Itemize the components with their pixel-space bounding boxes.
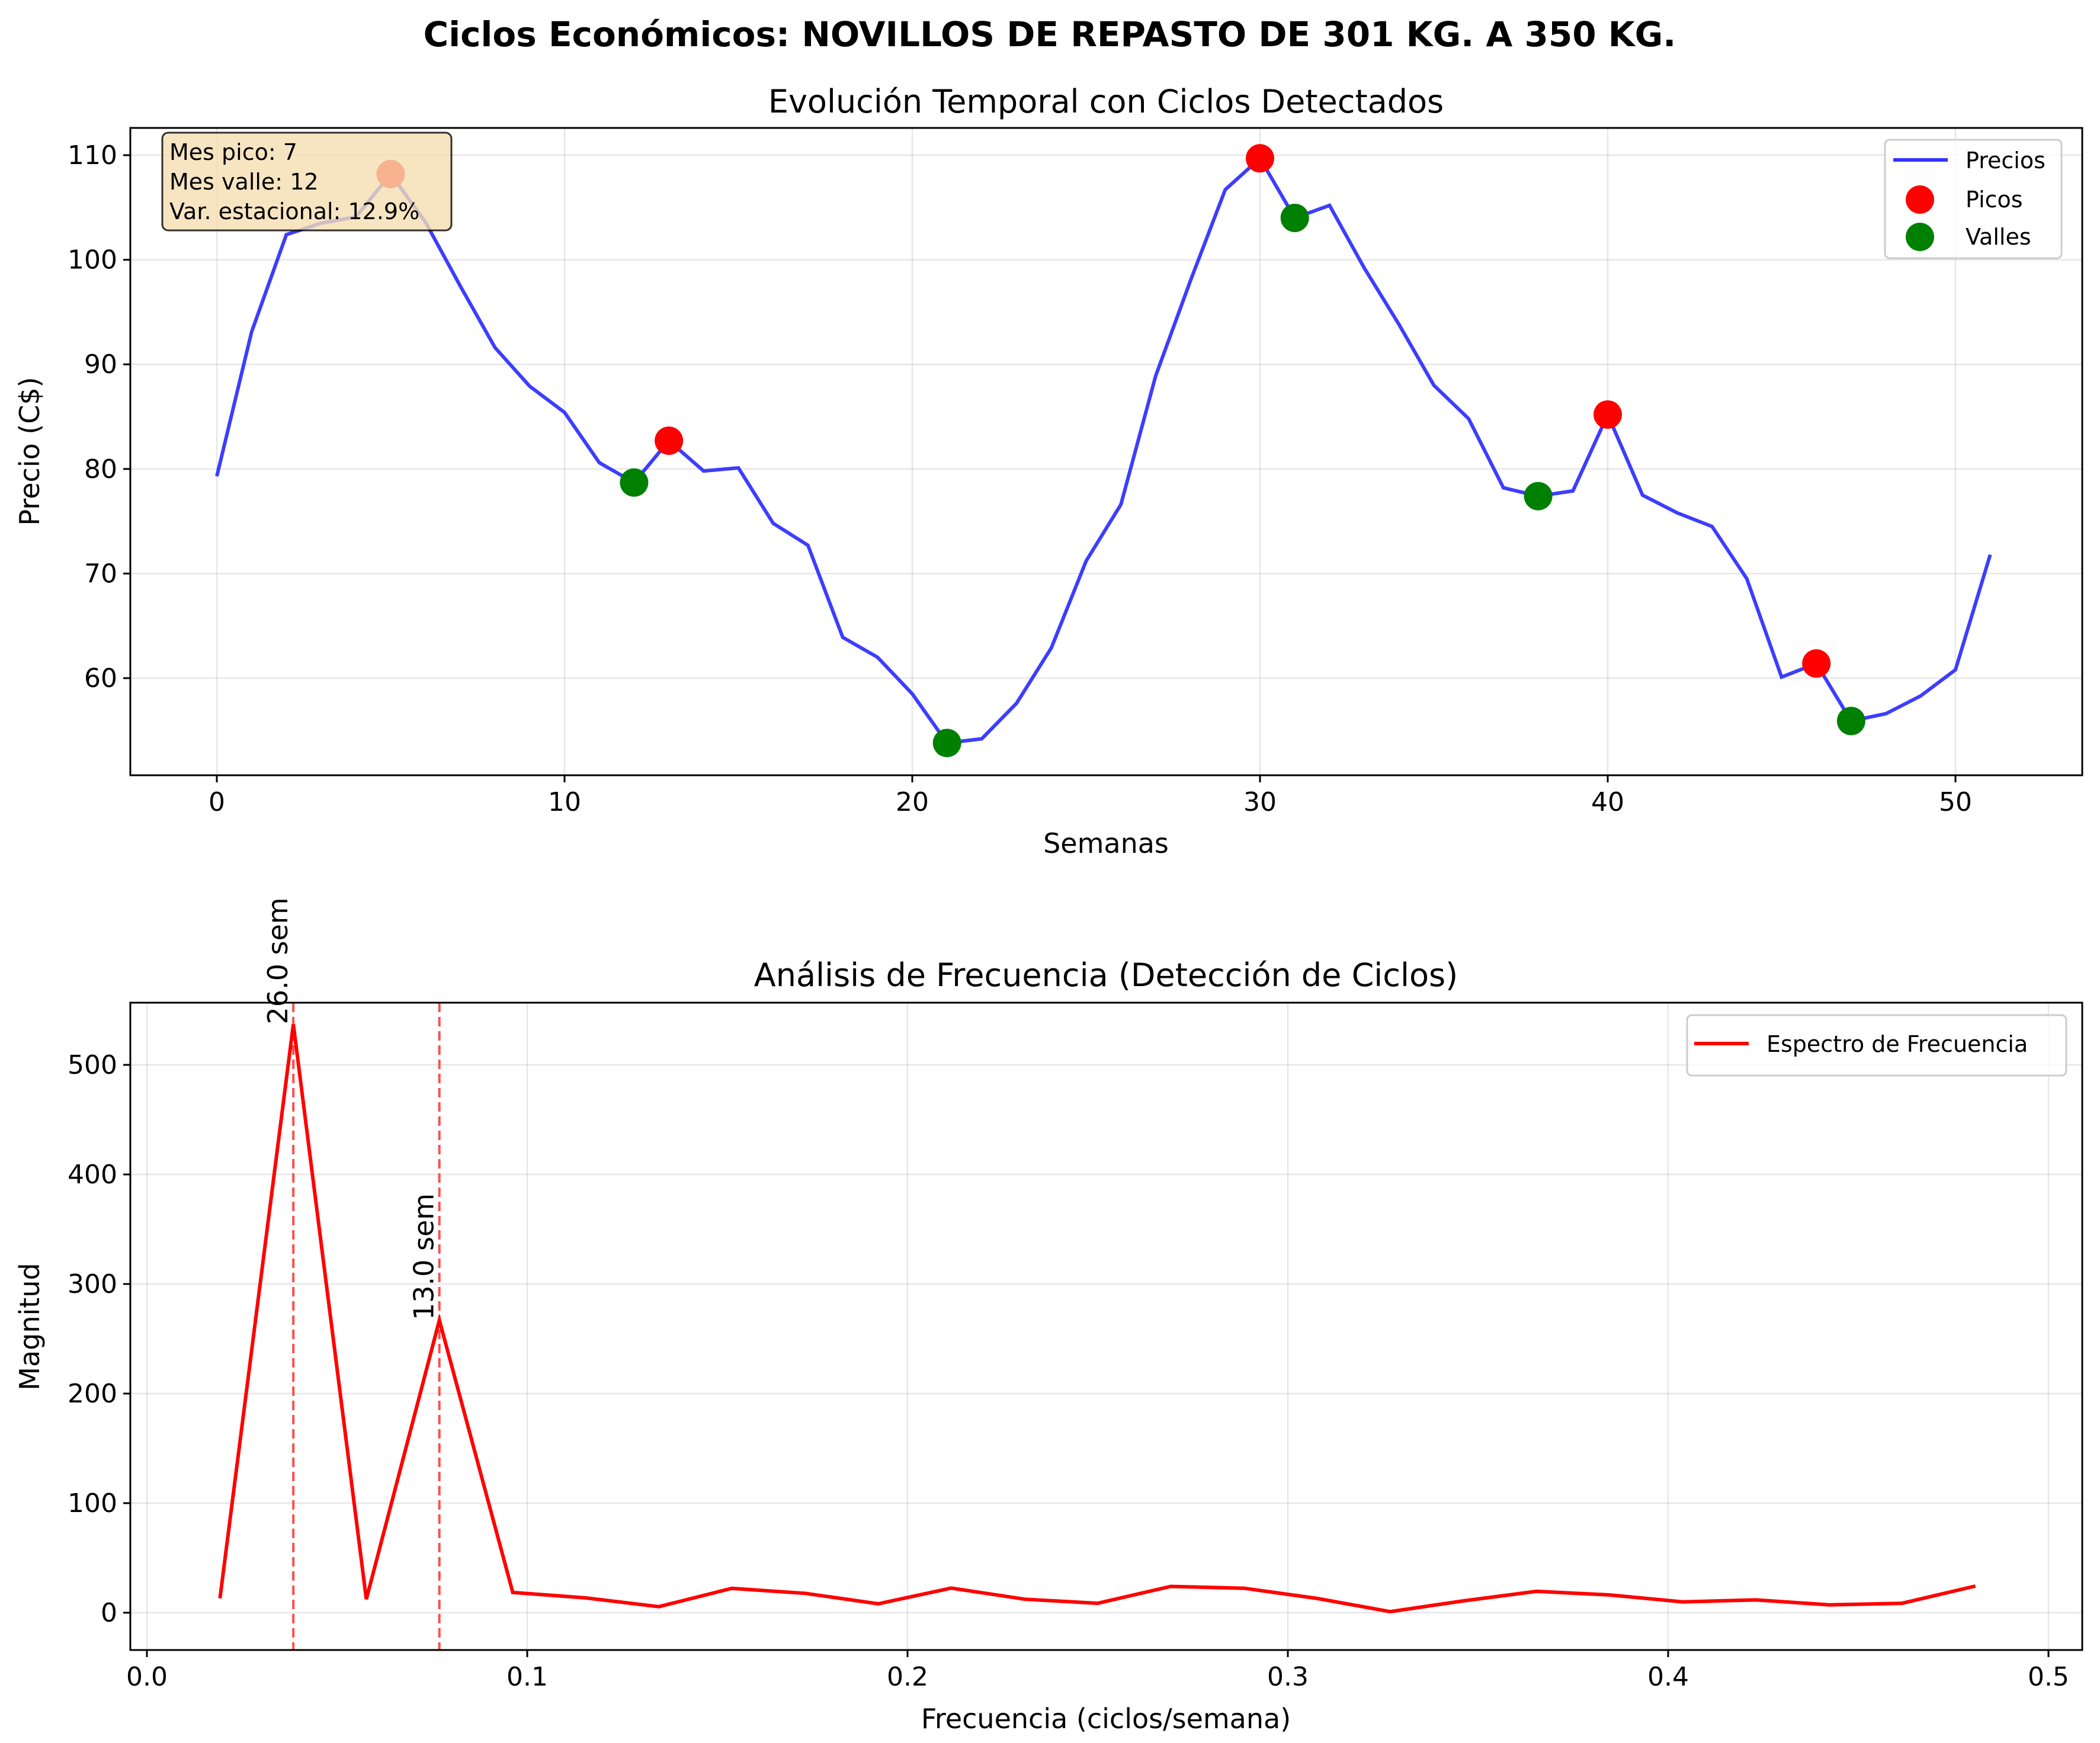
top-axis-ticks: 0 10 20 30 40 50 60 70 80 90 100 110 [68,140,1972,817]
x-tick-label: 50 [1939,787,1972,817]
y-tick-label: 500 [68,1050,117,1080]
legend-precios-label: Precios [1966,147,2046,174]
figure-suptitle: Ciclos Económicos: NOVILLOS DE REPASTO D… [424,14,1676,54]
bottom-legend: Espectro de Frecuencia [1686,1014,2067,1077]
frequency-analysis-chart: Análisis de Frecuencia (Detección de Cic… [14,897,2083,1735]
bottom-axes-frame [129,1001,2083,1651]
y-tick-label: 80 [84,454,117,484]
x-tick-label: 10 [548,787,581,817]
valley-marker [620,468,649,497]
top-chart-title: Evolución Temporal con Ciclos Detectados [768,83,1444,120]
seasonal-info-box: Mes pico: 7 Mes valle: 12 Var. estaciona… [161,131,453,232]
y-tick-label: 0 [101,1598,117,1628]
info-valley-month: Mes valle: 12 [169,169,319,195]
peak-marker [1246,144,1274,173]
valley-markers [620,203,1865,757]
top-ylabel: Precio (C$) [14,377,46,525]
bottom-axis-ticks: 0.0 0.1 0.2 0.3 0.4 0.5 0 100 200 300 400 500 [68,1050,2069,1692]
x-tick-label: 40 [1591,787,1624,817]
y-tick-label: 400 [68,1160,117,1190]
price-evolution-chart: Evolución Temporal con Ciclos Detectados… [14,83,2083,859]
legend-valles-swatch [1906,223,1934,251]
y-tick-label: 300 [68,1269,117,1299]
valley-marker [1280,203,1309,232]
peak-markers [376,144,1831,678]
cycle-marker-label: 13.0 sem [408,1193,440,1320]
y-tick-label: 60 [84,663,117,694]
bottom-grid [130,1003,2082,1650]
valley-marker [1524,482,1553,511]
info-seasonal-variation: Var. estacional: 12.9% [169,198,419,224]
y-tick-label: 100 [68,245,117,275]
x-tick-label: 0.0 [126,1662,168,1692]
spectrum-line [218,1024,1976,1614]
legend-picos-swatch [1906,185,1934,214]
x-tick-label: 0.3 [1267,1662,1309,1692]
bottom-ylabel: Magnitud [14,1263,46,1390]
legend-picos-label: Picos [1966,187,2023,213]
top-legend: Precios Picos Valles [1884,139,2063,259]
valley-marker [1836,707,1865,736]
top-axes-frame [129,127,2083,776]
price-line [215,155,1992,745]
peak-marker [1802,649,1831,678]
valley-marker [932,728,961,757]
x-tick-label: 0.2 [887,1662,928,1692]
cycle-markers: 26.0 sem 13.0 sem [262,897,441,1650]
cycle-marker-label: 26.0 sem [262,897,294,1024]
legend-valles-label: Valles [1966,224,2031,250]
peak-marker [1594,400,1622,429]
x-tick-label: 30 [1243,787,1277,817]
bottom-chart-title: Análisis de Frecuencia (Detección de Cic… [754,956,1458,994]
info-box-background [161,131,453,232]
x-tick-label: 0 [209,787,225,817]
x-tick-label: 0.4 [1647,1662,1689,1692]
y-tick-label: 90 [84,349,117,380]
peak-marker [655,426,684,455]
info-peak-month: Mes pico: 7 [169,139,297,165]
y-tick-label: 100 [68,1488,117,1519]
top-xlabel: Semanas [1043,827,1169,859]
y-tick-label: 110 [68,140,117,171]
bottom-xlabel: Frecuencia (ciclos/semana) [921,1703,1291,1735]
bottom-legend-frame [1686,1014,2067,1077]
y-tick-label: 200 [68,1379,117,1409]
x-tick-label: 0.5 [2028,1662,2069,1692]
x-tick-label: 0.1 [506,1662,548,1692]
x-tick-label: 20 [896,787,929,817]
legend-espectro-label: Espectro de Frecuencia [1766,1031,2028,1057]
y-tick-label: 70 [84,558,117,589]
